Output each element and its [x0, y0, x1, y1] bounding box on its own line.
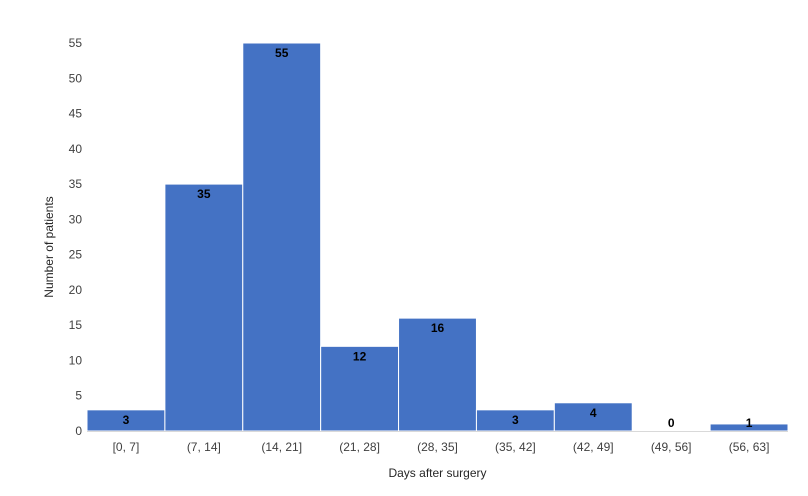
data-label-1: 3 — [123, 413, 130, 427]
x-axis-title: Days after surgery — [388, 466, 486, 480]
x-axis-ticks: [0, 7] (7, 14] (14, 21] (21, 28] (28, 35] (35… — [113, 440, 770, 454]
y-tick-label-55: 55 — [69, 36, 83, 50]
bar-2 — [164, 183, 244, 432]
y-tick-label-15: 15 — [69, 318, 83, 332]
y-tick-label-25: 25 — [69, 248, 83, 262]
x-tick-label-8: (49, 56] — [651, 440, 692, 454]
y-tick-label-0: 0 — [75, 424, 82, 438]
data-label-6: 3 — [512, 413, 519, 427]
data-label-3: 55 — [275, 46, 289, 60]
data-label-7: 4 — [590, 406, 597, 420]
x-tick-label-5: (28, 35] — [417, 440, 458, 454]
data-label-5: 16 — [431, 321, 445, 335]
y-tick-label-40: 40 — [69, 142, 83, 156]
x-tick-label-2: (7, 14] — [187, 440, 221, 454]
bar-5 — [398, 317, 477, 432]
y-tick-label-20: 20 — [69, 283, 83, 297]
data-label-8: 0 — [668, 416, 675, 430]
data-label-2: 35 — [197, 187, 211, 201]
y-tick-label-35: 35 — [69, 177, 83, 191]
x-tick-label-9: (56, 63] — [729, 440, 770, 454]
y-tick-label-5: 5 — [75, 389, 82, 403]
bar-3 — [242, 42, 322, 432]
y-axis-title: Number of patients — [42, 196, 56, 297]
data-label-4: 12 — [353, 349, 367, 363]
x-tick-label-7: (42, 49] — [573, 440, 614, 454]
bar-7 — [553, 402, 633, 432]
data-labels-group: 3 35 55 12 16 3 4 0 1 — [123, 46, 753, 430]
x-tick-label-6: (35, 42] — [495, 440, 536, 454]
y-tick-label-30: 30 — [69, 212, 83, 226]
x-tick-label-1: [0, 7] — [113, 440, 140, 454]
data-label-9: 1 — [746, 416, 753, 430]
y-tick-label-45: 45 — [69, 107, 83, 121]
bars-group — [86, 42, 789, 432]
y-tick-label-10: 10 — [69, 353, 83, 367]
y-axis-ticks: 0 5 10 15 20 25 30 35 40 45 50 55 — [69, 36, 83, 438]
x-tick-label-3: (14, 21] — [261, 440, 302, 454]
x-tick-label-4: (21, 28] — [339, 440, 380, 454]
y-tick-label-50: 50 — [69, 71, 83, 85]
bar-4 — [320, 345, 400, 432]
